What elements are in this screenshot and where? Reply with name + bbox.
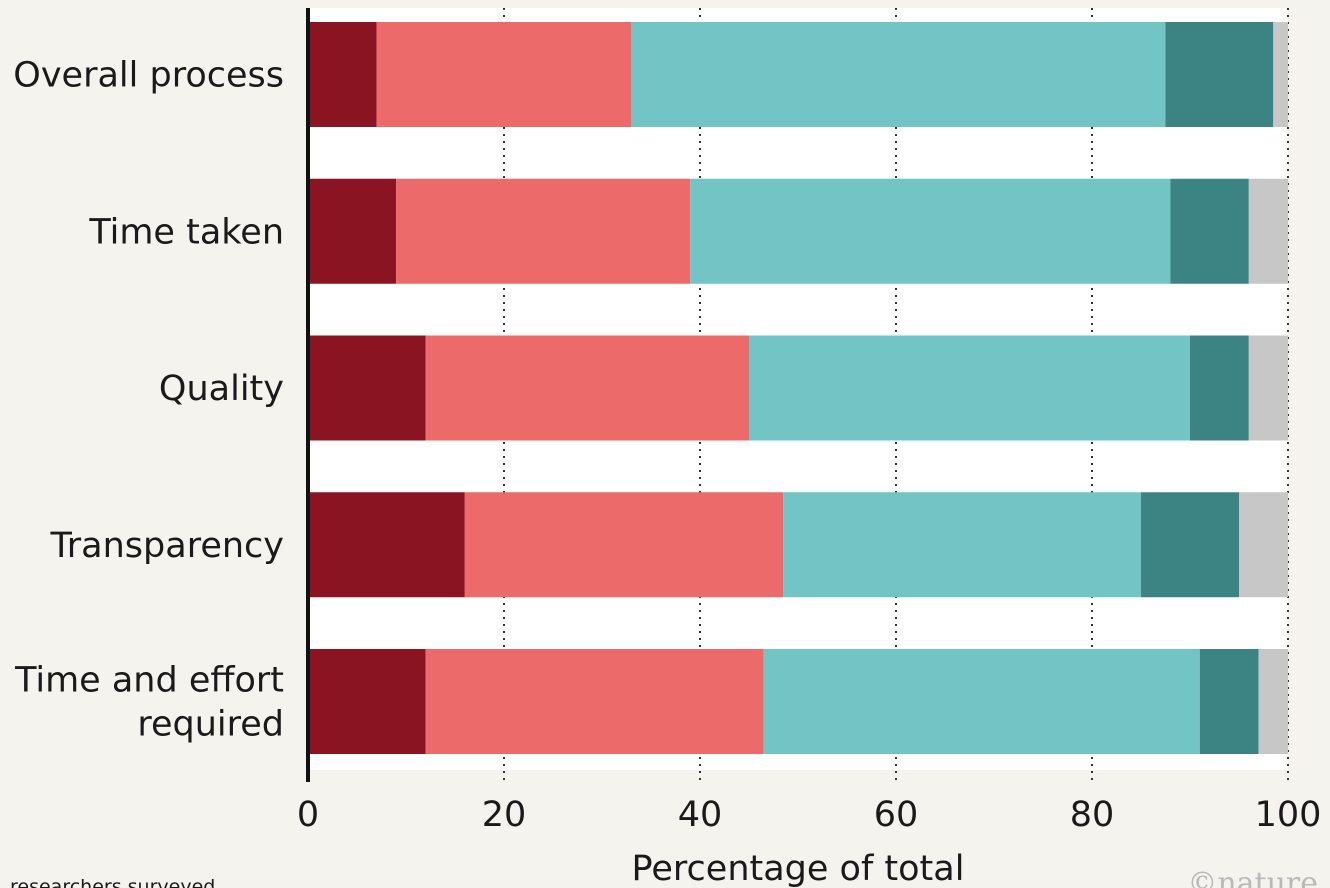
category-labels: Overall process Time taken Quality Transpar…	[13, 56, 284, 745]
category-label: Time taken	[88, 212, 284, 252]
bar-segment-3-4	[1239, 492, 1288, 598]
bar-segment-0-1	[376, 22, 632, 127]
bar-segment-4-4	[1258, 649, 1288, 754]
bars	[308, 22, 1288, 754]
category-label: Overall process	[13, 56, 284, 96]
bar-segment-2-2	[749, 335, 1190, 441]
bar-segment-2-1	[425, 335, 749, 441]
bar-segment-2-3	[1190, 335, 1249, 441]
category-label-line: Overall process	[13, 56, 284, 96]
category-label: Time and effort required	[14, 661, 284, 745]
bar-segment-4-3	[1199, 649, 1259, 754]
bar-segment-0-4	[1273, 22, 1288, 127]
x-axis-title: Percentage of total	[632, 849, 965, 888]
bar-segment-3-0	[308, 492, 465, 598]
x-tick-label: 40	[678, 795, 723, 835]
x-tick-label: 0	[297, 795, 319, 835]
category-label: Quality	[159, 369, 284, 409]
bar-segment-1-0	[308, 178, 397, 284]
bar-segment-1-2	[690, 178, 1171, 284]
category-label-line: Transparency	[50, 526, 284, 566]
bar-segment-3-3	[1141, 492, 1239, 598]
footnote: researchers surveyed	[10, 876, 215, 888]
bar-segment-1-3	[1170, 178, 1249, 284]
bar-segment-1-4	[1248, 178, 1288, 284]
bar-segment-3-2	[783, 492, 1141, 598]
bar-segment-2-0	[308, 335, 426, 441]
category-label-line: Time taken	[88, 212, 284, 252]
category-label-line: required	[137, 705, 284, 745]
category-label: Transparency	[50, 526, 284, 566]
x-tick-labels: 0 20 40 60 80 100	[297, 795, 1322, 835]
category-label-line: Time and effort	[14, 661, 284, 701]
x-tick-label: 80	[1070, 795, 1115, 835]
bar-segment-1-1	[396, 178, 691, 284]
x-tick-label: 60	[874, 795, 919, 835]
bar-segment-0-2	[631, 22, 1166, 127]
bar-segment-2-4	[1248, 335, 1288, 441]
bar-segment-0-0	[308, 22, 377, 127]
nature-logo: ©nature	[1187, 866, 1318, 888]
x-tick-label: 20	[482, 795, 527, 835]
x-tick-label: 100	[1255, 795, 1322, 835]
category-label-line: Quality	[159, 369, 284, 409]
bar-segment-3-1	[464, 492, 784, 598]
bar-segment-4-0	[308, 649, 426, 754]
bar-segment-4-2	[763, 649, 1200, 754]
bar-segment-0-3	[1165, 22, 1274, 127]
bar-segment-4-1	[425, 649, 764, 754]
